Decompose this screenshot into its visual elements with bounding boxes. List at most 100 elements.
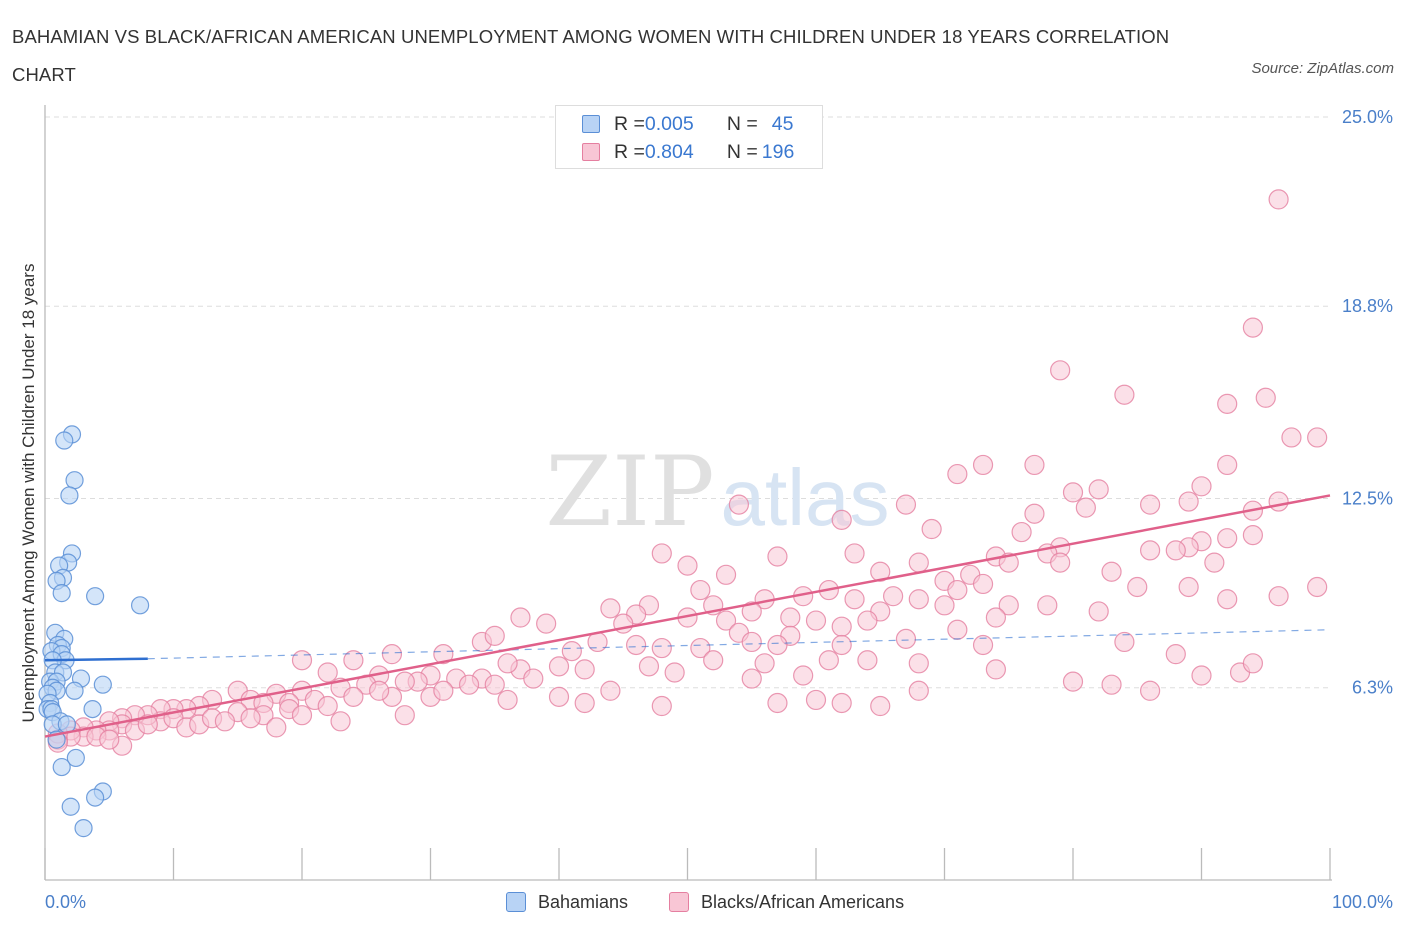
black-point bbox=[433, 644, 454, 665]
black-point bbox=[1191, 476, 1212, 497]
black-point bbox=[1139, 540, 1161, 561]
black-point bbox=[600, 680, 621, 701]
black-point bbox=[1178, 491, 1199, 512]
black-point bbox=[1268, 586, 1289, 607]
bahamians-trend-line bbox=[44, 657, 148, 662]
black-point bbox=[844, 543, 865, 564]
black-point bbox=[1024, 454, 1045, 476]
black-point bbox=[1242, 525, 1264, 546]
black-point bbox=[741, 631, 762, 653]
black-point bbox=[1165, 644, 1186, 665]
bahamian-point bbox=[55, 431, 74, 450]
black-point bbox=[947, 579, 968, 601]
bahamian-point bbox=[61, 797, 80, 816]
bahamian-point bbox=[60, 486, 79, 505]
black-point bbox=[690, 637, 711, 659]
black-point bbox=[1217, 393, 1238, 414]
black-point bbox=[818, 650, 839, 671]
black-point bbox=[805, 689, 827, 711]
black-point bbox=[754, 653, 775, 674]
black-legend-swatch bbox=[669, 892, 689, 912]
black-point bbox=[921, 518, 942, 540]
black-point bbox=[1050, 360, 1071, 381]
black-point bbox=[1217, 454, 1238, 476]
black-point bbox=[1139, 494, 1161, 515]
black-point bbox=[728, 494, 750, 515]
r-value: 0.005 bbox=[644, 112, 694, 135]
black-point bbox=[240, 708, 261, 729]
bahamians-trend-extension bbox=[147, 629, 1331, 660]
black-point bbox=[831, 616, 852, 637]
black-point bbox=[1165, 540, 1186, 561]
bahamian-point bbox=[66, 748, 85, 768]
black-point bbox=[651, 637, 672, 659]
black-point bbox=[291, 705, 313, 726]
black-point bbox=[1114, 384, 1135, 405]
black-point bbox=[857, 650, 878, 671]
black-point bbox=[831, 509, 852, 530]
black-point bbox=[1062, 671, 1084, 692]
bahamians-legend-swatch bbox=[506, 892, 526, 912]
black-point bbox=[651, 543, 672, 564]
y-tick-label: 12.5% bbox=[1342, 489, 1393, 509]
bahamian-point bbox=[52, 584, 71, 603]
bahamian-points bbox=[38, 425, 150, 838]
black-point bbox=[1204, 552, 1225, 573]
black-point bbox=[458, 674, 480, 695]
black-point bbox=[1281, 427, 1302, 448]
black-point bbox=[805, 610, 827, 631]
black-point bbox=[651, 695, 672, 717]
legend-item-bahamians[interactable]: Bahamians bbox=[506, 888, 628, 916]
black-point bbox=[998, 595, 1019, 616]
black-point bbox=[741, 668, 762, 689]
black-point bbox=[600, 598, 621, 619]
black-point bbox=[831, 634, 852, 656]
black-point bbox=[870, 695, 891, 717]
black-point bbox=[831, 692, 852, 714]
black-point bbox=[895, 494, 917, 515]
r-label: R = bbox=[614, 112, 645, 135]
bahamian-point bbox=[83, 699, 102, 719]
black-point bbox=[741, 601, 762, 622]
black-point bbox=[548, 656, 570, 677]
black-point bbox=[369, 680, 390, 701]
black-point bbox=[343, 686, 364, 707]
bahamian-point bbox=[65, 471, 84, 490]
black-point bbox=[947, 619, 968, 640]
n-label: N = bbox=[726, 140, 758, 163]
black-point bbox=[715, 610, 737, 631]
black-point bbox=[703, 650, 724, 671]
black-point bbox=[1268, 189, 1289, 210]
watermark-atlas: atlas bbox=[721, 453, 890, 542]
black-point bbox=[343, 650, 364, 671]
black-point bbox=[625, 634, 647, 656]
source-label: Source: ZipAtlas.com bbox=[1251, 60, 1394, 77]
black-point bbox=[638, 656, 660, 677]
r-value: 0.804 bbox=[644, 140, 694, 163]
black-point bbox=[664, 662, 685, 683]
black-point bbox=[1101, 561, 1122, 582]
black-point bbox=[1088, 601, 1109, 622]
black-point bbox=[1268, 491, 1289, 512]
black-point bbox=[394, 705, 415, 726]
black-point bbox=[1217, 528, 1238, 549]
black-point bbox=[690, 579, 711, 601]
black-point bbox=[895, 628, 917, 649]
black-point bbox=[972, 634, 994, 656]
black-point bbox=[548, 686, 570, 707]
black-point bbox=[484, 674, 505, 695]
n-value: 45 bbox=[771, 112, 794, 135]
black-point bbox=[972, 454, 994, 476]
bahamians-swatch bbox=[582, 115, 600, 133]
watermark-zip: ZIP bbox=[545, 436, 714, 548]
black-point bbox=[291, 650, 313, 671]
x-tick-label: 100.0% bbox=[1332, 892, 1393, 912]
chart-title: BAHAMIAN VS BLACK/AFRICAN AMERICAN UNEMP… bbox=[12, 26, 1170, 85]
black-point bbox=[536, 613, 557, 634]
black-point bbox=[985, 659, 1007, 680]
black-point bbox=[1242, 317, 1264, 338]
legend-item-black[interactable]: Blacks/African Americans bbox=[669, 888, 904, 916]
grid-layer bbox=[45, 116, 1330, 689]
black-point bbox=[1011, 521, 1032, 543]
black-point bbox=[780, 607, 801, 628]
